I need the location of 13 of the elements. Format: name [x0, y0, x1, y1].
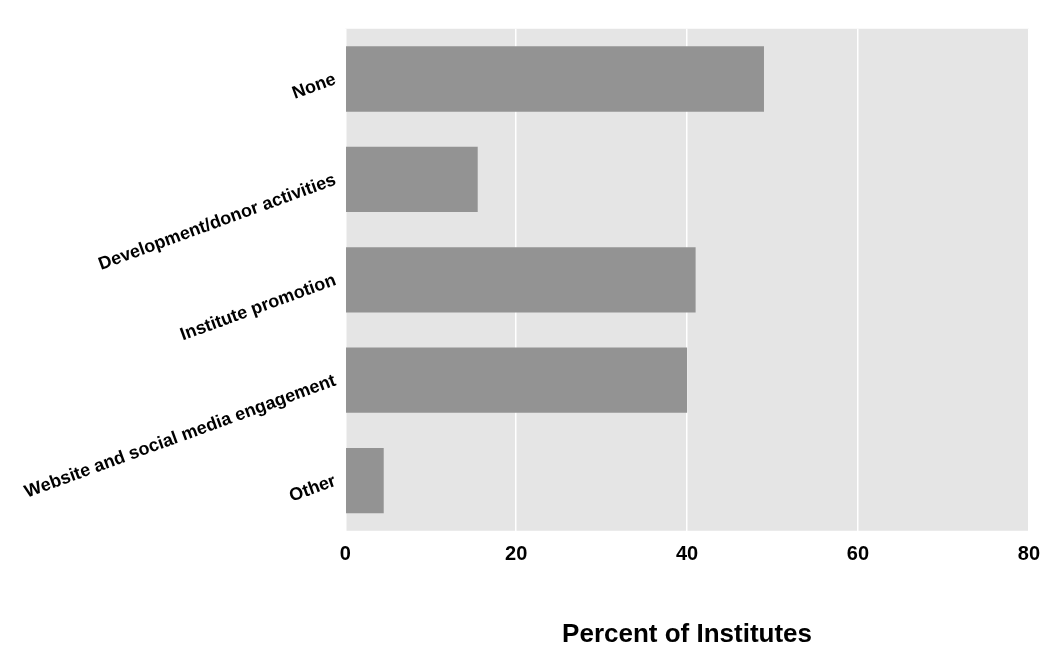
x-tick-label: 60: [846, 542, 870, 565]
bar: [346, 146, 478, 213]
y-tick-label: None: [289, 68, 339, 103]
x-axis-title: Percent of Institutes: [562, 617, 813, 648]
bar: [346, 247, 696, 313]
bar: [346, 447, 384, 514]
bar: [346, 46, 764, 112]
x-tick-label: 20: [505, 542, 528, 565]
x-tick-label: 80: [1017, 542, 1040, 565]
x-tick-label: 40: [675, 542, 699, 565]
x-tick-label: 0: [339, 542, 351, 565]
bar: [346, 347, 688, 413]
y-tick-label: Other: [286, 470, 339, 506]
